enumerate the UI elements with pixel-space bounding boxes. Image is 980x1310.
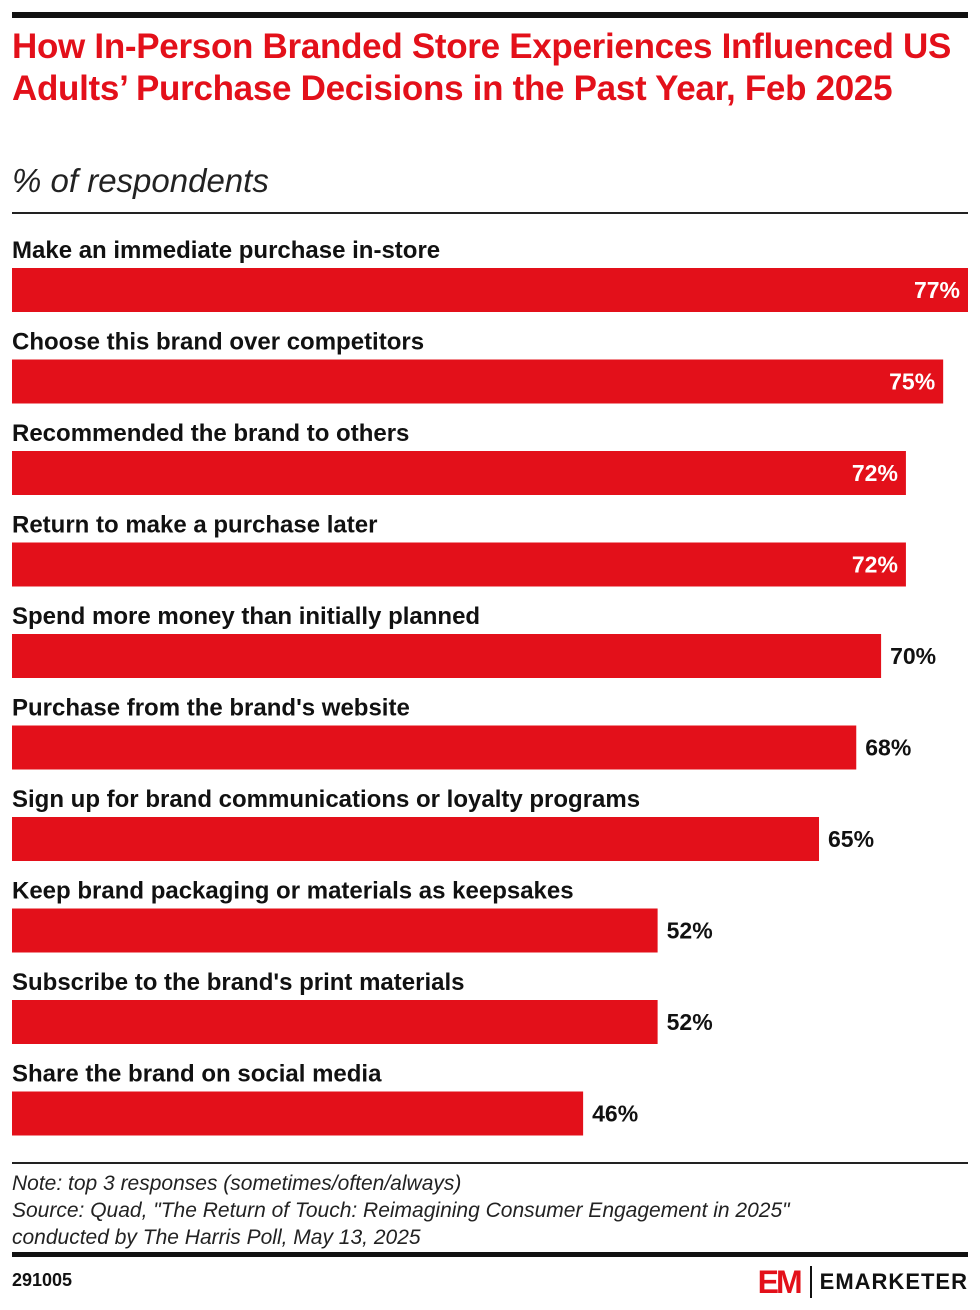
category-label: Choose this brand over competitors: [12, 329, 424, 356]
bar: [12, 359, 944, 404]
em-logo-mark: EM: [757, 1263, 803, 1300]
value-label: 46%: [592, 1101, 638, 1127]
bar: [12, 1000, 658, 1044]
value-label: 68%: [865, 735, 911, 761]
chart-title: How In-Person Branded Store Experiences …: [12, 27, 952, 108]
bar: [12, 451, 906, 495]
bar: [12, 1091, 584, 1136]
category-label: Return to make a purchase later: [12, 512, 377, 539]
note-text: Note: top 3 responses (sometimes/often/a…: [12, 1172, 462, 1195]
bar: [12, 542, 906, 587]
category-label: Spend more money than initially planned: [12, 603, 480, 630]
category-label: Recommended the brand to others: [12, 420, 409, 447]
header-divider: [12, 212, 968, 214]
value-label: 52%: [667, 1009, 713, 1035]
chart-id: 291005: [12, 1270, 73, 1290]
logo-separator: [809, 1266, 812, 1298]
source-text-line1: Source: Quad, "The Return of Touch: Reim…: [12, 1199, 790, 1222]
category-label: Purchase from the brand's website: [12, 695, 410, 722]
bar: [12, 634, 882, 678]
value-label: 65%: [828, 826, 874, 852]
category-label: Make an immediate purchase in-store: [12, 237, 440, 264]
bar: [12, 908, 658, 953]
category-label: Share the brand on social media: [12, 1061, 382, 1088]
value-label: 72%: [852, 460, 898, 486]
bar: [12, 817, 820, 861]
value-label: 77%: [914, 277, 960, 303]
brand-name: EMARKETER: [819, 1269, 968, 1294]
chart-subtitle: % of respondents: [12, 162, 269, 199]
footer-divider: [12, 1162, 968, 1164]
bar-chart: Make an immediate purchase in-store 77% Ch…: [12, 237, 968, 1136]
value-label: 72%: [852, 552, 898, 578]
category-label: Sign up for brand communications or loya…: [12, 786, 640, 813]
bar: [12, 725, 857, 770]
source-text-line2: conducted by The Harris Poll, May 13, 20…: [12, 1226, 421, 1249]
bar: [12, 268, 968, 312]
emarketer-logo: EM EMARKETER: [758, 1262, 968, 1302]
top-rule: [12, 12, 968, 18]
value-label: 75%: [889, 369, 935, 395]
value-label: 70%: [890, 643, 936, 669]
category-label: Keep brand packaging or materials as kee…: [12, 878, 574, 905]
value-label: 52%: [667, 918, 713, 944]
bottom-rule: [12, 1252, 968, 1257]
category-label: Subscribe to the brand's print materials: [12, 969, 464, 996]
chart-notes: Note: top 3 responses (sometimes/often/a…: [12, 1170, 962, 1251]
